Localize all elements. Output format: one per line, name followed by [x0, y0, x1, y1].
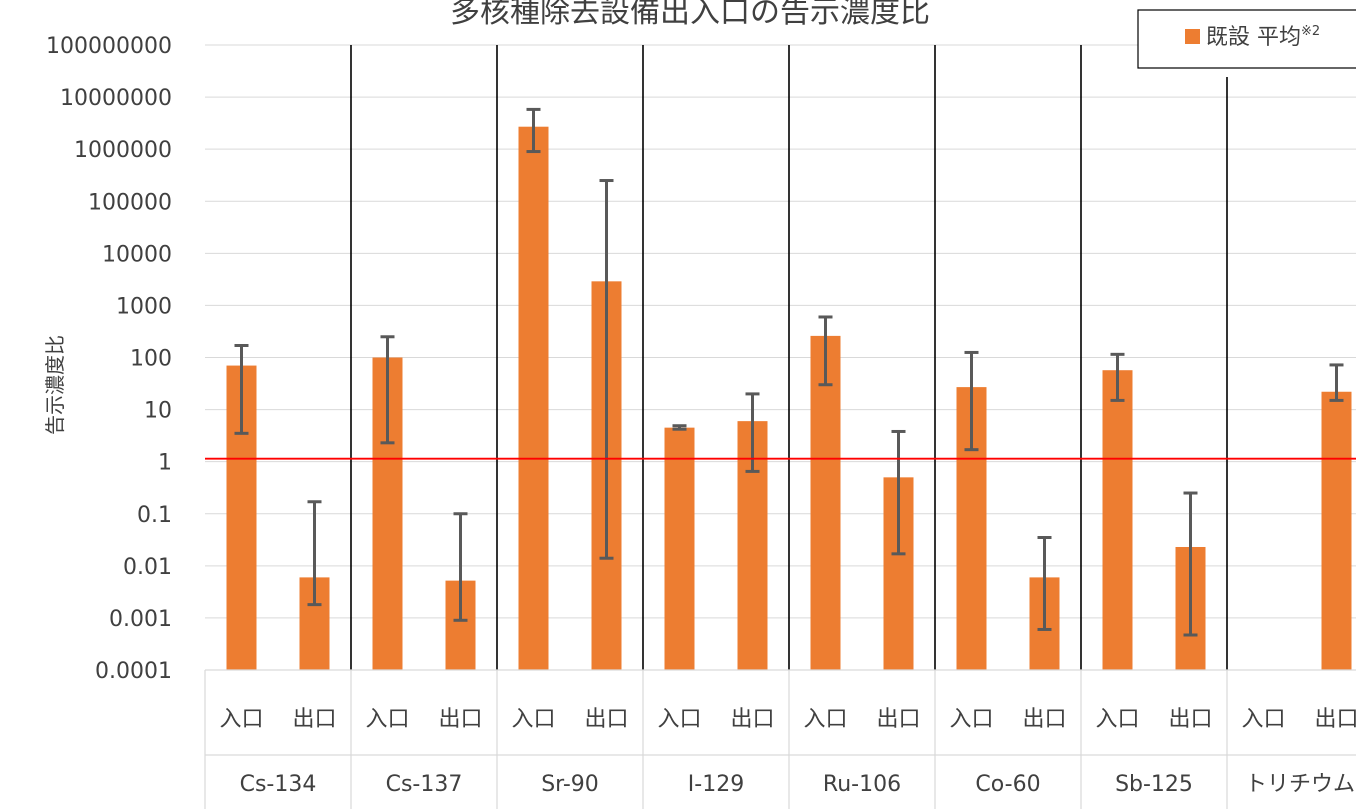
bar — [1321, 391, 1352, 670]
legend-label-text: 既設 平均 — [1206, 25, 1301, 50]
y-tick-label: 0.0001 — [95, 659, 172, 684]
y-tick-label: 0.1 — [137, 503, 172, 528]
y-axis-label: 告示濃度比 — [43, 335, 67, 435]
x-subcategory-label: 入口 — [511, 707, 555, 732]
x-subcategory-label: 入口 — [365, 707, 409, 732]
y-tick-label: 100 — [130, 347, 172, 372]
error-bar — [599, 179, 614, 560]
x-subcategory-label: 入口 — [1241, 707, 1285, 732]
y-tick-label: 10000 — [102, 242, 172, 267]
error-bar — [1037, 535, 1052, 631]
x-subcategory-label: 入口 — [803, 707, 847, 732]
legend-label: 既設 平均※2 — [1206, 24, 1320, 50]
error-bar — [818, 315, 833, 387]
x-subcategory-label: 出口 — [438, 707, 482, 732]
y-tick-label: 10000000 — [60, 86, 172, 111]
error-bar — [307, 500, 322, 607]
error-bar — [526, 107, 541, 154]
x-group-label: Sr-90 — [541, 772, 599, 797]
bar — [1102, 370, 1133, 670]
x-group-label: トリチウム — [1245, 772, 1355, 797]
y-tick-label: 10 — [144, 399, 172, 424]
x-group-label: Ru-106 — [823, 772, 901, 797]
error-bar — [1183, 491, 1198, 637]
error-bar — [964, 350, 979, 452]
y-tick-label: 1000000 — [74, 138, 172, 163]
y-tick-label: 1 — [158, 451, 172, 476]
bar — [664, 427, 695, 670]
x-subcategory-label: 入口 — [657, 707, 701, 732]
x-subcategory-label: 入口 — [1095, 707, 1139, 732]
bar — [810, 335, 841, 670]
x-subcategory-label: 出口 — [876, 707, 920, 732]
y-tick-label: 0.001 — [109, 607, 172, 632]
x-subcategory-label: 入口 — [949, 707, 993, 732]
x-subcategory-label: 入口 — [219, 707, 263, 732]
x-subcategory-label: 出口 — [584, 707, 628, 732]
x-group-label: Sb-125 — [1115, 772, 1193, 797]
error-bar — [1329, 363, 1344, 402]
axes: 100000000 10000000 1000000 100000 10000 1000 1… — [46, 34, 1356, 809]
x-subcategory-label: 出口 — [292, 707, 336, 732]
error-bar — [380, 335, 395, 445]
group-separators — [350, 45, 1228, 670]
x-subcategory-label: 出口 — [1022, 707, 1066, 732]
x-subcategory-label: 出口 — [730, 707, 774, 732]
y-tick-label: 100000 — [88, 190, 172, 215]
error-bar — [891, 429, 906, 556]
x-group-label: Co-60 — [975, 772, 1040, 797]
legend: 既設 平均※2 — [1137, 9, 1356, 69]
x-group-label: Cs-134 — [240, 772, 317, 797]
error-bar — [234, 343, 249, 435]
legend-box — [1137, 9, 1356, 69]
error-bar — [453, 512, 468, 622]
x-subcategory-label: 出口 — [1314, 707, 1356, 732]
x-group-label: I-129 — [688, 772, 744, 797]
y-tick-label: 100000000 — [46, 34, 172, 59]
error-bars — [234, 107, 1344, 637]
bar — [518, 126, 549, 670]
legend-swatch — [1185, 29, 1200, 44]
chart-title: 多核種除去設備出入口の告示濃度比 — [450, 0, 930, 30]
x-group-label: Cs-137 — [386, 772, 463, 797]
y-tick-label: 1000 — [116, 294, 172, 319]
error-bar — [672, 424, 687, 431]
x-subcategory-label: 出口 — [1168, 707, 1212, 732]
y-tick-label: 0.01 — [123, 555, 172, 580]
error-bar — [1110, 352, 1125, 402]
legend-superscript: ※2 — [1301, 24, 1320, 39]
